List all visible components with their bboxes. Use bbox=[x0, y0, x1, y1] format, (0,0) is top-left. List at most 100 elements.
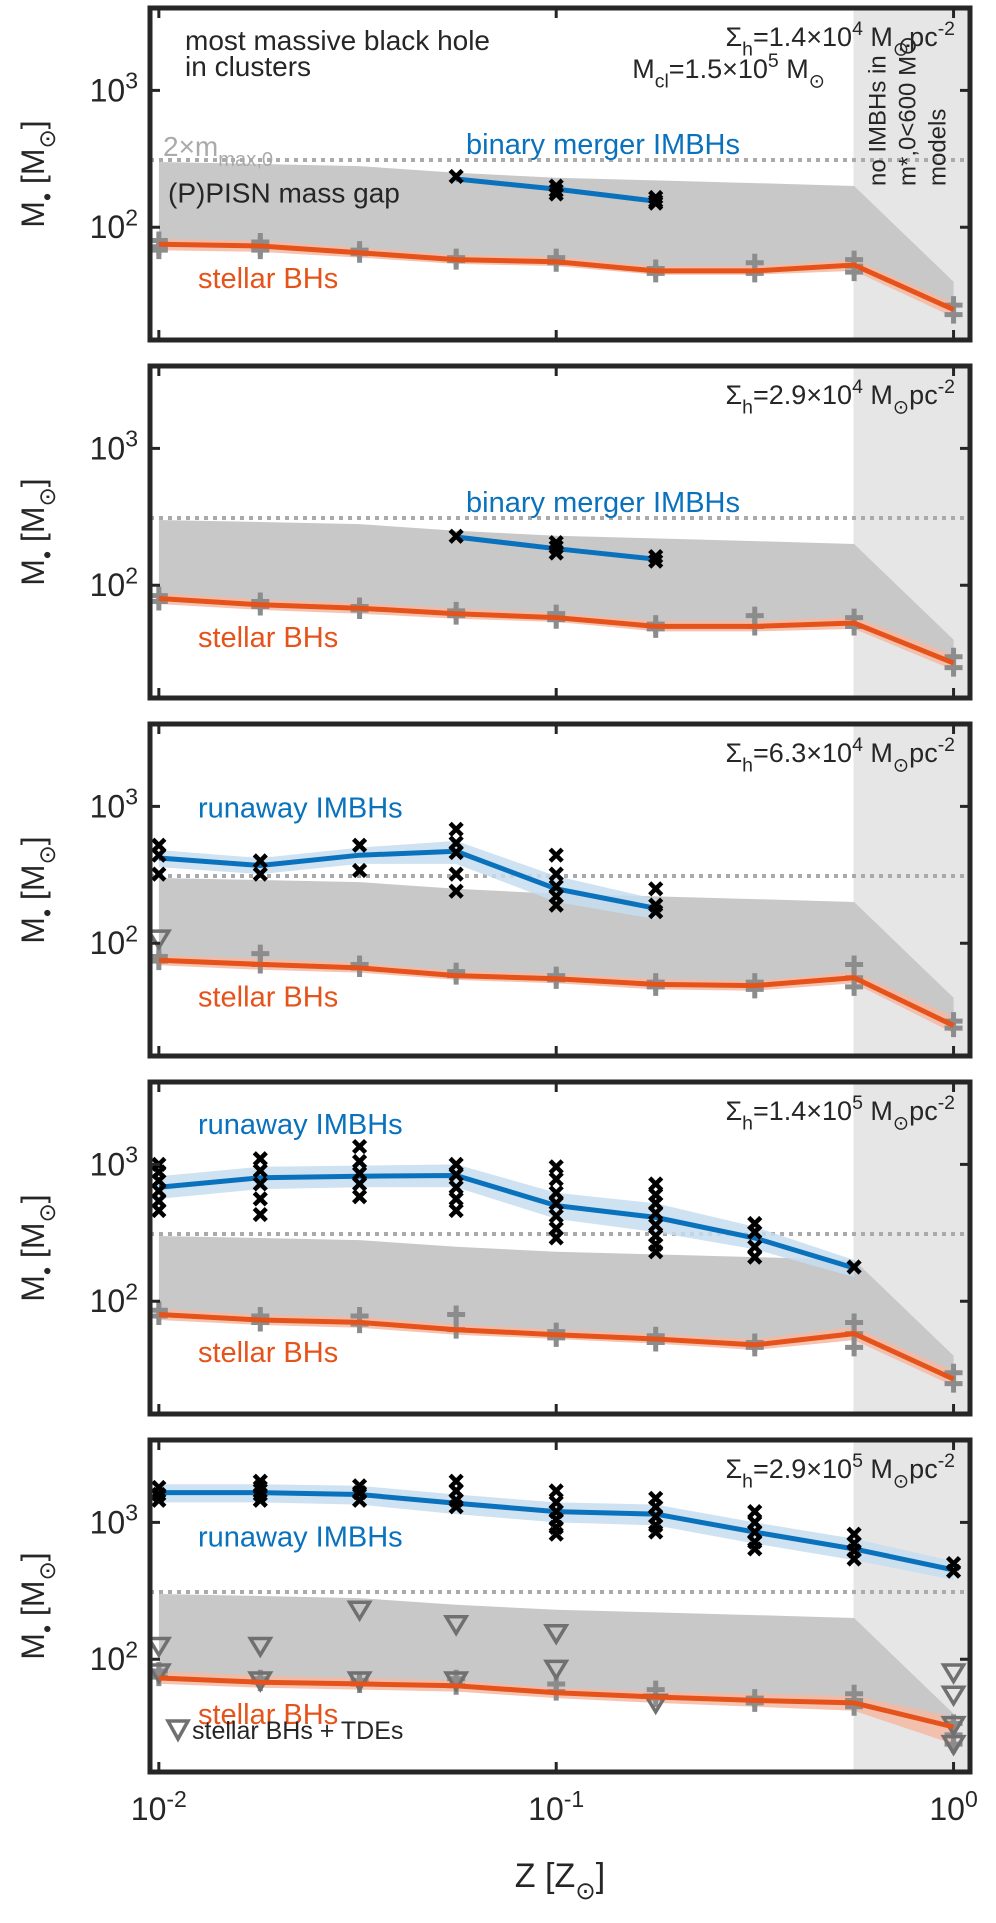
y-axis-label: M• [M⊙] bbox=[15, 836, 60, 943]
imbh-marker bbox=[351, 1153, 368, 1170]
shade-note-line-part: m*,0<600 M⊙ bbox=[894, 36, 921, 186]
legend-tde-label-part: stellar BHs + TDEs bbox=[192, 1717, 403, 1745]
tde-marker bbox=[940, 1734, 967, 1757]
axes-frame bbox=[147, 5, 973, 343]
imbh-marker bbox=[448, 1191, 464, 1207]
stellar-line bbox=[158, 241, 955, 312]
sigma-label-part: =1.4×10 bbox=[753, 22, 852, 52]
imbh-marker bbox=[151, 866, 167, 882]
stellar-bh-label-part: stellar BHs bbox=[198, 622, 338, 654]
stellar-bh-label-part: stellar BHs bbox=[198, 981, 338, 1013]
imbh-marker bbox=[846, 1551, 862, 1567]
y-axis-label-text-part: ⊙ bbox=[34, 487, 60, 506]
sigma-label-part: -2 bbox=[938, 734, 955, 756]
axes-frame bbox=[147, 721, 973, 1059]
imbh-marker bbox=[448, 168, 464, 185]
tde-marker bbox=[150, 1663, 172, 1685]
cluster-mass-label-part: ⊙ bbox=[809, 70, 825, 92]
imbh-marker bbox=[448, 528, 464, 544]
sigma-label-part: Σ bbox=[725, 380, 742, 410]
imbh-marker bbox=[945, 1563, 962, 1579]
sigma-label-part: -2 bbox=[938, 1092, 955, 1114]
tde-marker bbox=[543, 1659, 570, 1682]
y-axis-label-text: M• [M⊙] bbox=[15, 120, 60, 227]
ref-line-label-part: max,0 bbox=[218, 149, 273, 171]
imbh-marker bbox=[548, 1159, 564, 1175]
y-tick-label-part: 3 bbox=[125, 1500, 138, 1526]
sigma-label-part: -2 bbox=[938, 376, 955, 398]
panel-title-part: in clusters bbox=[185, 51, 311, 82]
x-tick-label: 10-2 bbox=[131, 1786, 187, 1827]
stellar-bh-marker bbox=[646, 1333, 665, 1352]
x-axis-label-part: Z [Z bbox=[515, 1857, 575, 1895]
y-tick-label: 103 bbox=[90, 1500, 138, 1541]
sigma-label-part: M bbox=[863, 22, 893, 52]
imbh-marker bbox=[351, 837, 368, 853]
imbh-series-label-part: runaway IMBHs bbox=[198, 792, 403, 824]
imbh-series-label: runaway IMBHs bbox=[198, 1109, 403, 1141]
tde-marker bbox=[443, 1615, 470, 1637]
y-axis-label-text: M• [M⊙] bbox=[15, 478, 60, 585]
imbh-band bbox=[158, 1164, 855, 1278]
stellar-line bbox=[158, 957, 955, 1028]
y-axis-label: M• [M⊙] bbox=[15, 1552, 60, 1659]
y-tick-label: 102 bbox=[90, 1278, 138, 1319]
y-axis-label: M• [M⊙] bbox=[15, 478, 60, 585]
stellar-bh-marker bbox=[150, 592, 168, 611]
y-tick-label: 103 bbox=[90, 1142, 138, 1183]
sigma-label-part: -2 bbox=[938, 18, 955, 40]
imbh-marker bbox=[448, 1202, 464, 1219]
imbh-marker bbox=[351, 1189, 368, 1205]
sigma-label-part: =2.9×10 bbox=[753, 380, 852, 410]
y-axis-label-text-part: [M bbox=[15, 1581, 51, 1625]
sigma-label-part: Σ bbox=[725, 1096, 742, 1126]
imbh-marker bbox=[548, 866, 564, 882]
y-tick-label-part: 10 bbox=[90, 925, 126, 961]
cluster-mass-label-part: =1.5×10 bbox=[669, 54, 768, 84]
y-tick-label-part: 10 bbox=[90, 209, 126, 245]
imbh-marker bbox=[548, 183, 564, 199]
plot-area bbox=[150, 724, 970, 1056]
sigma-label-part: pc bbox=[909, 1096, 938, 1126]
pisn-mass-gap-area bbox=[158, 162, 954, 310]
y-axis-label-text-part: ] bbox=[15, 836, 51, 845]
plot-area bbox=[150, 8, 970, 340]
plot-area bbox=[150, 1440, 970, 1772]
imbh-marker bbox=[351, 1492, 368, 1508]
y-tick-label-part: 10 bbox=[90, 1641, 126, 1677]
shade-note-line-part: no IMBHs in bbox=[864, 55, 891, 186]
y-axis-label-text-part: M bbox=[15, 1275, 51, 1302]
y-tick-label-part: 10 bbox=[90, 1283, 126, 1319]
imbh-marker bbox=[252, 1176, 268, 1192]
axes-frame bbox=[147, 1437, 973, 1775]
y-tick-label-part: 10 bbox=[90, 72, 126, 108]
cluster-mass-label-part: cl bbox=[655, 70, 669, 92]
imbh-marker bbox=[648, 904, 664, 920]
imbh-marker bbox=[648, 1524, 664, 1540]
y-axis-label-text-part: • bbox=[34, 193, 60, 201]
stellar-bh-label-part: stellar BHs bbox=[198, 263, 338, 295]
sigma-label-part: ⊙ bbox=[893, 38, 909, 60]
stellar-bh-label: stellar BHs bbox=[198, 622, 338, 654]
sigma-label-part: =6.3×10 bbox=[753, 738, 852, 768]
sigma-label-part: Σ bbox=[725, 1454, 742, 1484]
y-tick-label-part: 2 bbox=[125, 1636, 138, 1662]
imbh-marker bbox=[548, 186, 564, 202]
sigma-label-part: h bbox=[742, 1112, 753, 1134]
y-axis-label-text-part: M bbox=[15, 201, 51, 228]
x-tick-label-part: -2 bbox=[166, 1786, 186, 1812]
stellar-bh-label: stellar BHs bbox=[198, 1699, 338, 1731]
imbh-marker bbox=[252, 866, 268, 882]
stellar-bh-marker bbox=[447, 1305, 466, 1324]
y-axis-label-text-part: M bbox=[15, 559, 51, 586]
imbh-marker bbox=[548, 1195, 564, 1211]
gap-label: (P)PISN mass gap bbox=[168, 177, 400, 208]
tde-marker bbox=[346, 1600, 373, 1623]
imbh-marker bbox=[448, 1179, 464, 1195]
stellar-bh-label: stellar BHs bbox=[198, 981, 338, 1013]
sigma-label-part: pc bbox=[909, 738, 938, 768]
